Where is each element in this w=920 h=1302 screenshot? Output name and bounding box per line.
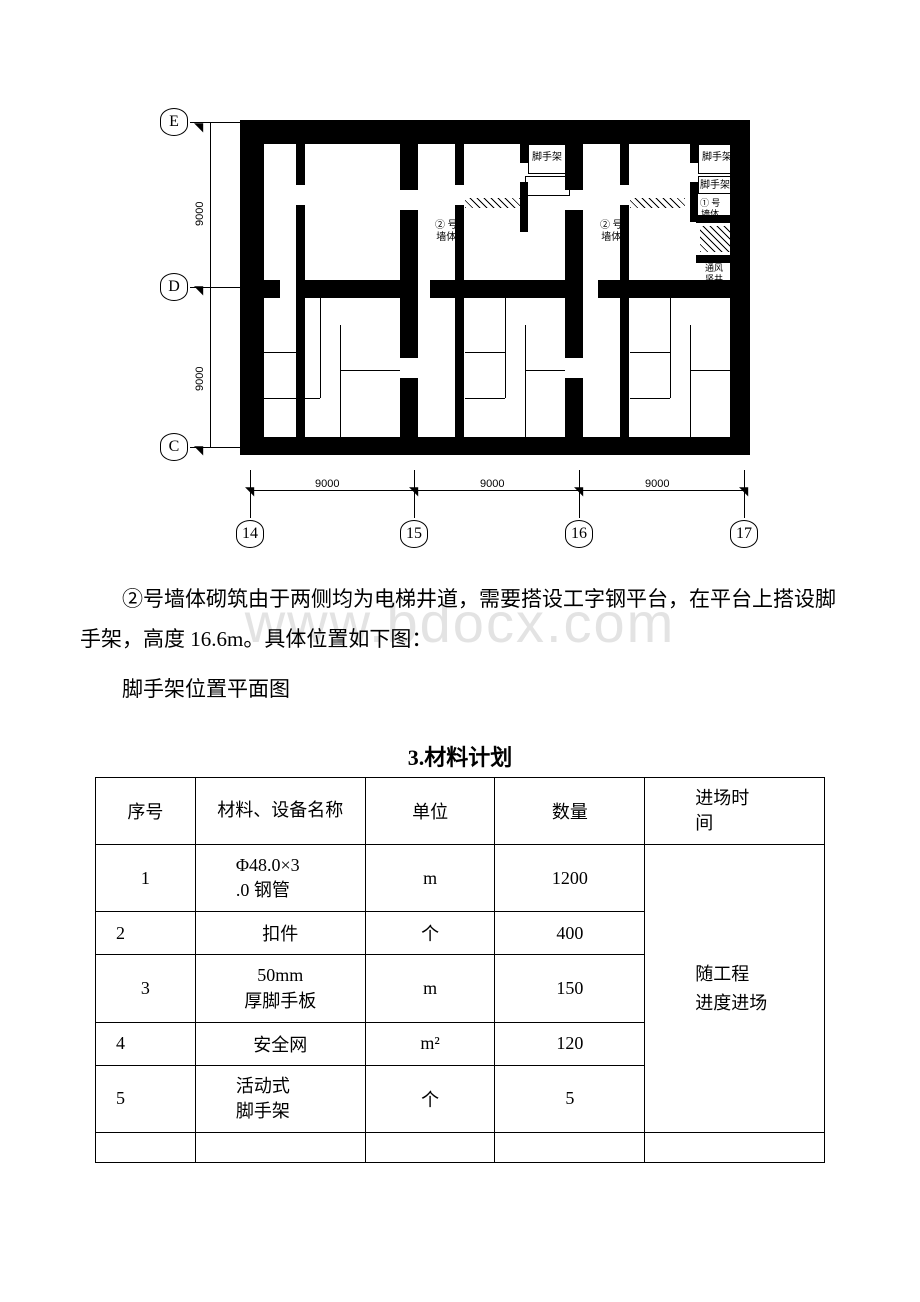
paragraph-2: 脚手架位置平面图 xyxy=(80,670,840,710)
cell-time: 随工程进度进场 xyxy=(645,845,825,1133)
label-wall2-a: ② 号 墙体 xyxy=(435,220,458,244)
cell-name: 50mm厚脚手板 xyxy=(195,955,365,1022)
cell-unit: 个 xyxy=(365,912,495,955)
axis-label-16: 16 xyxy=(565,520,593,548)
header-seq: 序号 xyxy=(96,777,196,844)
cell-qty: 120 xyxy=(495,1022,645,1065)
cell-unit: 个 xyxy=(365,1065,495,1132)
label-scaffold-2: 脚手架 xyxy=(702,152,732,164)
cell-qty: 150 xyxy=(495,955,645,1022)
cell-seq: 2 xyxy=(96,912,196,955)
cell-unit: m xyxy=(365,955,495,1022)
axis-label-e: E xyxy=(160,108,188,136)
cell-name: 安全网 xyxy=(195,1022,365,1065)
cell-name: Φ48.0×3.0 钢管 xyxy=(195,845,365,912)
cell-empty xyxy=(96,1133,196,1163)
cell-seq: 1 xyxy=(96,845,196,912)
cell-empty xyxy=(365,1133,495,1163)
dim-h-3: 9000 xyxy=(645,478,669,490)
cell-seq: 4 xyxy=(96,1022,196,1065)
dim-v-1: 9000 xyxy=(194,202,206,226)
dim-h-1: 9000 xyxy=(315,478,339,490)
axis-label-c: C xyxy=(160,433,188,461)
cell-qty: 400 xyxy=(495,912,645,955)
floor-plan-diagram: E D C 14 15 16 17 ◥ ◥ ◥ 9000 9000 ◥ xyxy=(0,100,920,550)
cell-seq: 5 xyxy=(96,1065,196,1132)
axis-label-d: D xyxy=(160,273,188,301)
dim-v-2: 9000 xyxy=(194,367,206,391)
axis-label-15: 15 xyxy=(400,520,428,548)
axis-label-17: 17 xyxy=(730,520,758,548)
label-scaffold-3: 脚手架 xyxy=(700,180,730,192)
table-row-empty xyxy=(96,1133,825,1163)
material-table: 序号 材料、设备名称 单位 数量 进场时间 1 Φ48.0×3.0 钢管 m 1… xyxy=(95,777,825,1164)
cell-unit: m² xyxy=(365,1022,495,1065)
label-scaffold-1: 脚手架 xyxy=(532,152,562,164)
cell-qty: 1200 xyxy=(495,845,645,912)
table-header-row: 序号 材料、设备名称 单位 数量 进场时间 xyxy=(96,777,825,844)
cell-empty xyxy=(195,1133,365,1163)
cell-empty xyxy=(495,1133,645,1163)
cell-name: 扣件 xyxy=(195,912,365,955)
header-unit: 单位 xyxy=(365,777,495,844)
paragraph-1: ②号墙体砌筑由于两侧均为电梯井道，需要搭设工字钢平台，在平台上搭设脚手架，高度 … xyxy=(80,580,840,660)
cell-seq: 3 xyxy=(96,955,196,1022)
table-row: 1 Φ48.0×3.0 钢管 m 1200 随工程进度进场 xyxy=(96,845,825,912)
header-time: 进场时间 xyxy=(645,777,825,844)
axis-label-14: 14 xyxy=(236,520,264,548)
cell-unit: m xyxy=(365,845,495,912)
cell-empty xyxy=(645,1133,825,1163)
cell-name: 活动式脚手架 xyxy=(195,1065,365,1132)
cell-qty: 5 xyxy=(495,1065,645,1132)
label-vent: 通风 竖井 xyxy=(705,263,723,285)
label-wall1: ① 号 墙体 xyxy=(700,198,720,220)
section-title: 3.材料计划 xyxy=(0,740,920,772)
header-qty: 数量 xyxy=(495,777,645,844)
dim-h-2: 9000 xyxy=(480,478,504,490)
header-name: 材料、设备名称 xyxy=(195,777,365,844)
label-wall2-b: ② 号 墙体 xyxy=(600,220,623,244)
